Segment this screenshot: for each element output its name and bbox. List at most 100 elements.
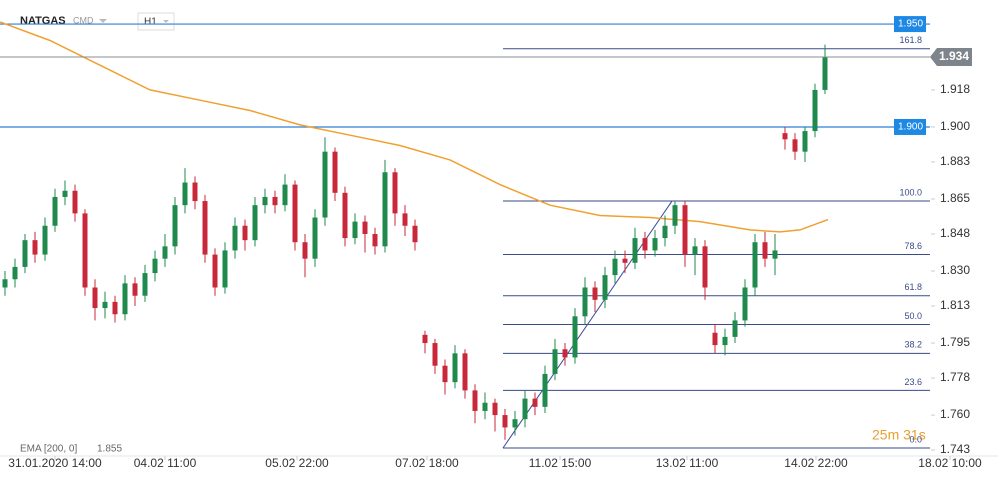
candle-body	[752, 242, 758, 288]
candle-body	[412, 225, 418, 243]
x-tick-label: 14.02 22:00	[784, 456, 848, 470]
candle-body	[232, 225, 238, 251]
candle-body	[622, 258, 628, 263]
candle-body	[762, 242, 768, 259]
candle-body	[312, 217, 318, 259]
x-tick-label: 07.02 18:00	[395, 456, 459, 470]
y-tick-label: 1.760	[940, 407, 970, 421]
x-tick-label: 11.02 15:00	[529, 456, 592, 470]
candle-body	[382, 172, 388, 247]
candle-body	[202, 201, 208, 255]
candle-body	[572, 316, 578, 358]
candle-body	[722, 336, 728, 346]
candle-body	[592, 287, 598, 300]
candle-body	[502, 415, 508, 428]
candle-body	[292, 184, 298, 243]
candle-body	[112, 301, 118, 315]
candle-body	[212, 254, 218, 288]
candle-body	[272, 196, 278, 206]
candle-body	[302, 242, 308, 259]
candle-body	[42, 225, 48, 255]
candle-body	[492, 402, 498, 416]
candle-body	[82, 213, 88, 288]
candle-body	[662, 225, 668, 239]
candle-body	[422, 334, 428, 344]
x-tick-label: 18.02 10:00	[918, 456, 982, 470]
ema-label: EMA [200, 0]	[20, 444, 77, 455]
x-tick-label: 04.02 11:00	[134, 456, 197, 470]
candle-body	[12, 266, 18, 280]
candle-body	[512, 419, 518, 428]
candle-body	[802, 131, 808, 152]
candle-body	[542, 373, 548, 407]
candle-body	[142, 273, 148, 296]
y-tick-label: 1.865	[940, 191, 970, 205]
candle-body	[682, 205, 688, 255]
candle-body	[122, 283, 128, 315]
fib-label: 78.6	[904, 241, 922, 251]
candle-body	[162, 246, 168, 259]
market-type: CMD	[73, 15, 94, 25]
candle-body	[252, 205, 258, 241]
timeframe[interactable]: H1	[144, 17, 157, 28]
candle-body	[712, 332, 718, 346]
y-tick-label: 1.813	[940, 298, 970, 312]
candle-body	[222, 250, 228, 288]
y-tick-label: 1.918	[940, 82, 970, 96]
fib-label: 100.0	[899, 187, 922, 197]
candle-body	[32, 240, 38, 255]
candle-body	[52, 196, 58, 226]
candle-body	[782, 133, 788, 140]
fib-label: 38.2	[904, 340, 922, 350]
candle-body	[482, 402, 488, 411]
candle-body	[62, 190, 68, 197]
x-tick-label: 13.02 11:00	[656, 456, 719, 470]
candle-body	[432, 343, 438, 366]
ema-value: 1.855	[97, 444, 122, 455]
candle-body	[822, 57, 828, 90]
timeframe-box[interactable]	[137, 12, 175, 31]
dropdown-arrow[interactable]	[163, 20, 169, 23]
countdown: 25m 31s	[872, 427, 926, 443]
candle-body	[472, 390, 478, 411]
price-level-label: 1.900	[898, 122, 923, 133]
candle-body	[102, 301, 108, 309]
y-tick-label: 1.743	[940, 442, 970, 456]
y-tick-label: 1.883	[940, 154, 970, 168]
candle-body	[672, 205, 678, 226]
candle-body	[532, 398, 538, 407]
candle-body	[372, 233, 378, 247]
candle-body	[362, 221, 368, 234]
price-level-box	[894, 118, 926, 135]
y-tick-label: 1.830	[940, 263, 970, 277]
candle-body	[452, 353, 458, 383]
candle-body	[652, 238, 658, 251]
candle-body	[702, 246, 708, 288]
dropdown-arrow[interactable]	[99, 19, 107, 23]
y-tick-label: 1.778	[940, 370, 970, 384]
x-tick-label: 31.01.2020 14:00	[8, 456, 102, 470]
candle-body	[2, 279, 8, 288]
candle-body	[92, 287, 98, 309]
fib-label: 23.6	[904, 377, 922, 387]
candle-body	[552, 349, 558, 374]
candle-body	[732, 320, 738, 337]
symbol[interactable]: NATGAS	[20, 15, 66, 27]
candle-body	[562, 349, 568, 358]
fib-label: 61.8	[904, 282, 922, 292]
candle-body	[612, 258, 618, 276]
candle-body	[262, 196, 268, 206]
candle-body	[342, 192, 348, 239]
price-level-box	[894, 16, 926, 33]
current-price-tag	[930, 48, 972, 67]
candle-body	[772, 250, 778, 259]
fib-label: 50.0	[904, 311, 922, 321]
candle-body	[742, 287, 748, 321]
candle-body	[22, 240, 28, 267]
candle-body	[352, 221, 358, 239]
x-tick-label: 05.02 22:00	[265, 456, 329, 470]
candle-body	[602, 275, 608, 300]
candle-body	[322, 151, 328, 218]
